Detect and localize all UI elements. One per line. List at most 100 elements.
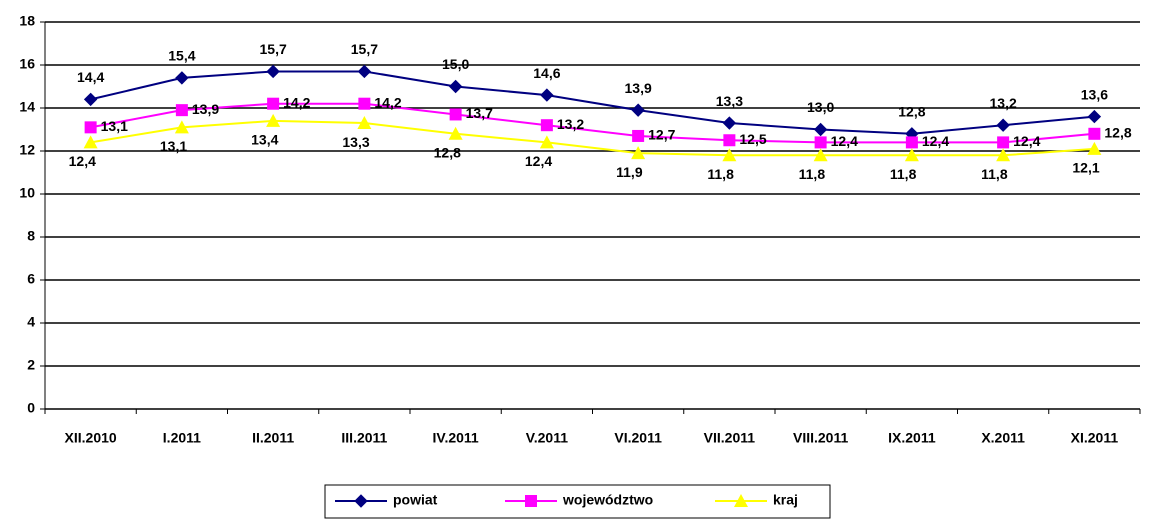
x-tick-label: III.2011	[341, 430, 387, 446]
data-point	[722, 116, 737, 130]
data-point	[83, 92, 98, 107]
data-label: 14,2	[283, 94, 310, 110]
y-tick-label: 6	[27, 271, 35, 287]
data-point	[448, 126, 463, 140]
data-point	[814, 136, 827, 149]
data-point	[813, 148, 828, 162]
data-label: 11,8	[981, 166, 1008, 182]
series-line	[90, 70, 1095, 135]
data-point	[357, 64, 372, 79]
legend-marker	[734, 494, 748, 507]
x-tick-label: II.2011	[252, 430, 294, 446]
data-label: 12,4	[922, 133, 949, 149]
data-point	[997, 136, 1010, 149]
data-label: 13,9	[192, 101, 219, 117]
data-point	[175, 104, 188, 117]
data-label: 12,4	[525, 153, 552, 169]
data-label: 13,2	[557, 116, 584, 132]
y-tick-label: 14	[19, 99, 35, 115]
data-point	[1087, 141, 1102, 155]
data-label: 13,1	[160, 138, 187, 154]
data-point	[83, 135, 98, 149]
data-label: 12,1	[1072, 160, 1099, 176]
data-label: 11,8	[890, 166, 917, 182]
data-point	[266, 64, 280, 79]
legend-label: województwo	[562, 492, 653, 508]
data-label: 11,8	[799, 166, 826, 182]
data-label: 12,4	[1013, 133, 1040, 149]
legend-marker	[354, 494, 368, 508]
x-tick-label: VII.2011	[704, 430, 756, 446]
data-label: 12,7	[648, 127, 675, 143]
data-label: 13,9	[625, 80, 652, 96]
data-label: 13,2	[990, 95, 1017, 111]
y-tick-label: 12	[19, 142, 35, 158]
x-tick-label: VI.2011	[614, 430, 662, 446]
x-tick-label: IV.2011	[433, 430, 479, 446]
data-label: 14,6	[533, 65, 560, 81]
data-label: 14,2	[374, 94, 401, 110]
legend-label: kraj	[773, 492, 798, 508]
data-point	[1087, 109, 1102, 124]
y-tick-label: 16	[19, 56, 35, 72]
y-tick-label: 0	[27, 400, 35, 416]
data-label: 15,0	[442, 56, 469, 72]
data-point	[84, 121, 97, 134]
data-label: 13,4	[251, 132, 278, 148]
data-point	[1088, 127, 1101, 140]
data-label: 12,4	[69, 153, 96, 169]
data-label: 13,3	[342, 134, 369, 150]
data-point	[448, 79, 463, 94]
data-label: 15,7	[260, 41, 287, 57]
series-line	[90, 119, 1095, 157]
y-tick-label: 8	[27, 228, 35, 244]
data-point	[540, 119, 553, 132]
x-tick-label: VIII.2011	[793, 430, 848, 446]
data-point	[358, 97, 371, 110]
legend-label: powiat	[393, 492, 438, 508]
data-label: 13,1	[101, 118, 128, 134]
x-tick-label: XI.2011	[1071, 430, 1119, 446]
x-tick-label: I.2011	[163, 430, 201, 446]
data-point	[449, 108, 462, 121]
data-point	[357, 116, 372, 130]
data-label: 12,4	[831, 133, 858, 149]
data-label: 13,7	[466, 105, 493, 121]
data-point	[632, 129, 645, 142]
x-tick-label: IX.2011	[888, 430, 936, 446]
data-point	[996, 148, 1011, 162]
data-label: 14,4	[77, 69, 104, 85]
legend-marker	[525, 495, 537, 507]
x-tick-label: XII.2010	[65, 430, 117, 446]
data-label: 12,5	[739, 131, 766, 147]
data-label: 11,9	[616, 164, 643, 180]
data-point	[723, 134, 736, 147]
data-point	[267, 97, 280, 110]
data-point	[631, 103, 645, 117]
data-point	[996, 118, 1010, 132]
data-point	[540, 88, 554, 102]
data-label: 12,8	[434, 145, 461, 161]
y-tick-label: 4	[27, 314, 35, 330]
data-point	[174, 120, 189, 134]
data-label: 13,0	[807, 99, 834, 115]
data-point	[266, 113, 281, 127]
y-tick-label: 2	[27, 357, 35, 373]
y-tick-label: 10	[19, 185, 35, 201]
x-tick-label: X.2011	[981, 430, 1025, 446]
y-tick-label: 18	[19, 13, 35, 29]
data-label: 13,3	[716, 93, 743, 109]
x-tick-label: V.2011	[526, 430, 569, 446]
data-label: 13,6	[1081, 86, 1108, 102]
data-label: 15,4	[168, 48, 195, 64]
data-label: 12,8	[1104, 125, 1131, 141]
data-label: 12,8	[898, 104, 925, 120]
data-label: 15,7	[351, 41, 378, 57]
data-point	[631, 146, 646, 160]
data-point	[905, 136, 918, 149]
data-point	[539, 135, 554, 149]
data-label: 11,8	[707, 166, 734, 182]
data-point	[722, 148, 737, 162]
data-point	[175, 71, 189, 85]
